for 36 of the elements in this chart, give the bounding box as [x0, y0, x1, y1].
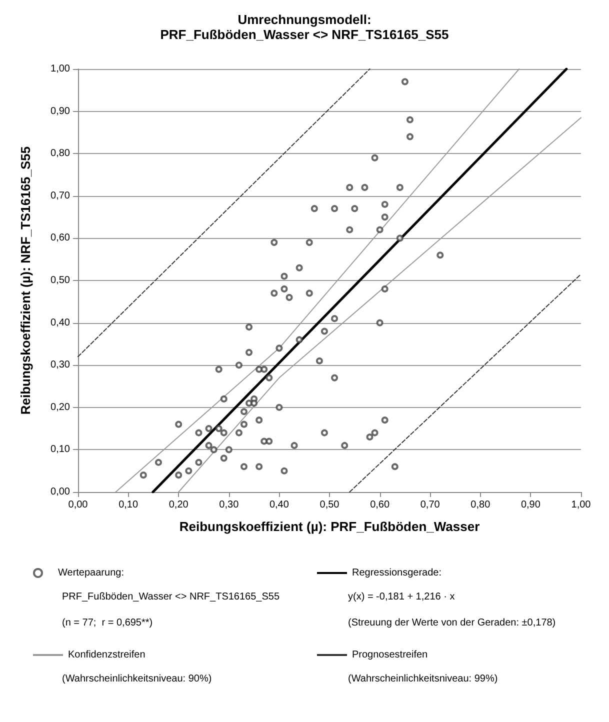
- y-tick-label: 0,30: [50, 360, 70, 371]
- text: PRF_Fußböden_Wasser <> NRF_TS16165_S55: [62, 592, 280, 602]
- y-axis-title: Reibungskoeffizient (µ): NRF_TS16165_S55: [18, 146, 33, 415]
- y-tick-label: 0,80: [50, 148, 70, 160]
- y-tick-label: 0,50: [50, 275, 70, 286]
- x-tick-label: 0,20: [168, 500, 189, 510]
- x-tick-label: 0,40: [269, 500, 290, 510]
- y-tick-label: 1,00: [50, 64, 70, 74]
- y-tick-label: 0,40: [50, 317, 70, 328]
- x-tick-label: 0,10: [118, 500, 138, 510]
- text: (n = 77; r = 0,695**): [62, 618, 153, 628]
- text: (Wahrscheinlichkeitsniveau: 99%): [348, 674, 498, 684]
- chart-subtitle: PRF_Fußböden_Wasser <> NRF_TS16165_S55: [160, 27, 449, 42]
- x-tick-label: 0,00: [68, 500, 88, 510]
- y-tick-label: 0,60: [50, 232, 70, 244]
- y-tick-label: 0,20: [50, 402, 70, 413]
- x-tick-label: 0,60: [370, 500, 390, 510]
- y-tick-label: 0,70: [50, 190, 70, 202]
- x-tick-label: 1,00: [571, 500, 592, 510]
- legend-label: Regressionsgerade:: [352, 568, 442, 578]
- text: (Wahrscheinlichkeitsniveau: 90%): [62, 674, 212, 684]
- legend-label: Prognosestreifen: [352, 650, 428, 660]
- text: (Streuung der Werte von der Geraden: ±0,178): [348, 618, 556, 628]
- legend-label: Wertepaarung:: [58, 568, 124, 578]
- x-axis-title: Reibungskoeffizient (µ): PRF_Fußböden_Wasser: [179, 519, 480, 534]
- x-tick-label: 0,70: [420, 500, 440, 510]
- legend-label: Konfidenzstreifen: [68, 650, 146, 660]
- x-tick-label: 0,80: [470, 500, 491, 510]
- chart-title: Umrechnungsmodell:: [238, 12, 372, 27]
- x-tick-label: 0,30: [219, 500, 240, 510]
- y-tick-label: 0,90: [50, 106, 70, 117]
- y-tick-label: 0,10: [50, 444, 70, 456]
- x-tick-label: 0,50: [320, 500, 340, 510]
- y-tick-label: 0,00: [50, 486, 70, 498]
- text: y(x) = -0,181 + 1,216 · x: [348, 592, 455, 602]
- x-tick-label: 0,90: [520, 500, 541, 510]
